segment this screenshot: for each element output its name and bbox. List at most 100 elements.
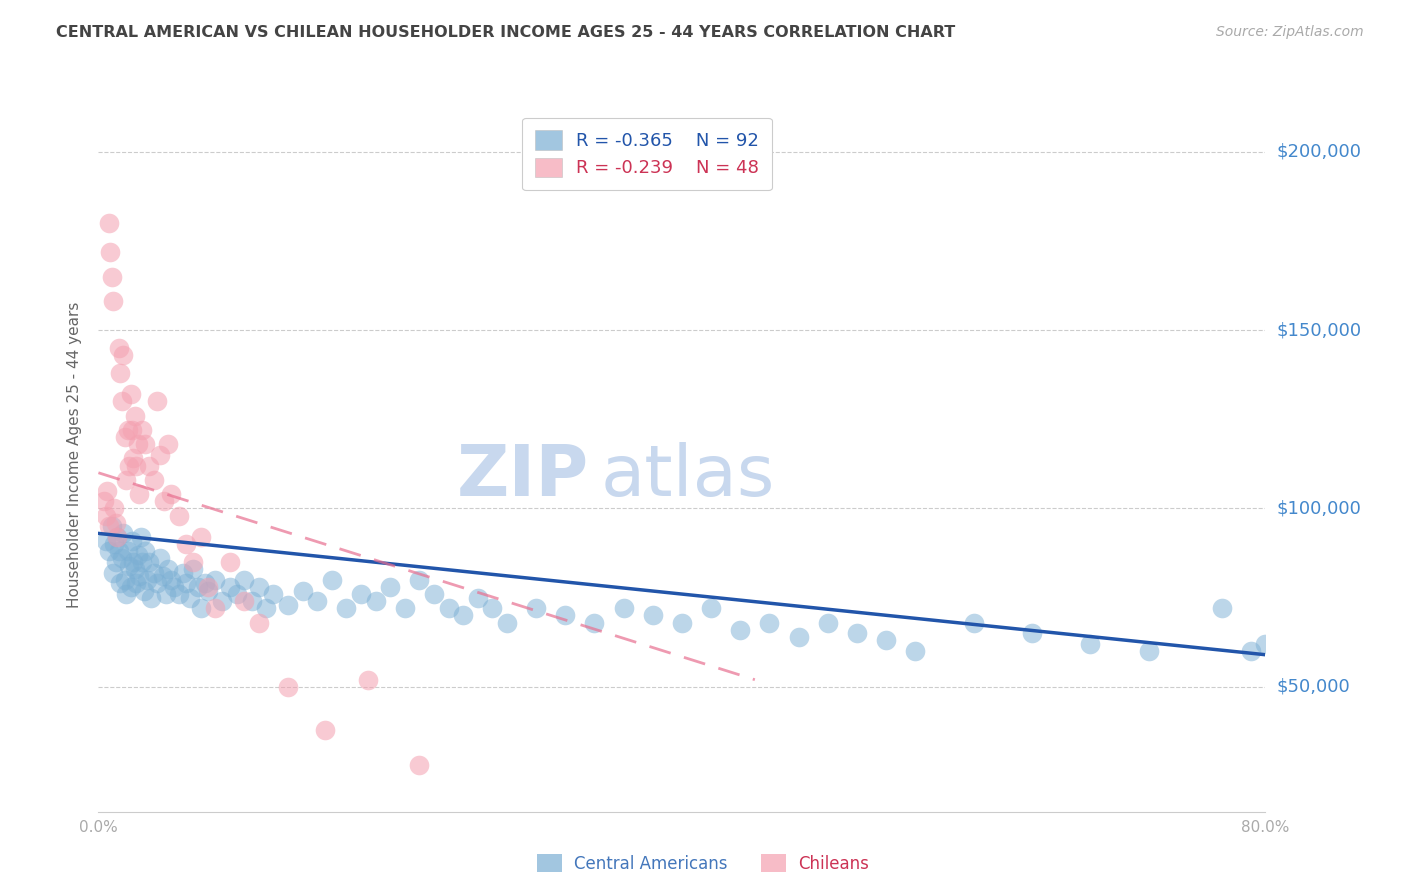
Point [451,608,474,623]
Point [481,601,503,615]
Point [115,473,138,487]
Point [122,451,145,466]
Point [641,608,664,623]
Point [111,551,134,566]
Legend: R = -0.365    N = 92, R = -0.239    N = 48: R = -0.365 N = 92, R = -0.239 N = 48 [522,118,772,190]
Point [96,483,118,498]
Point [100,519,122,533]
Point [1240,644,1263,658]
Point [138,458,160,473]
Point [155,587,177,601]
Point [104,516,127,530]
Point [117,544,139,558]
Point [700,601,723,615]
Text: $150,000: $150,000 [1277,321,1361,339]
Point [467,591,489,605]
Point [160,487,183,501]
Point [423,587,446,601]
Point [1021,626,1043,640]
Point [124,562,146,576]
Point [135,573,157,587]
Point [904,644,927,658]
Point [612,601,634,615]
Point [125,576,148,591]
Point [277,680,299,694]
Point [117,423,139,437]
Point [787,630,810,644]
Point [127,437,149,451]
Point [152,569,174,583]
Point [149,551,172,566]
Point [583,615,606,630]
Point [94,508,117,523]
Text: CENTRAL AMERICAN VS CHILEAN HOUSEHOLDER INCOME AGES 25 - 44 YEARS CORRELATION CH: CENTRAL AMERICAN VS CHILEAN HOUSEHOLDER … [56,25,956,40]
Point [110,576,132,591]
Point [394,601,416,615]
Point [335,601,357,615]
Point [204,601,226,615]
Point [240,594,263,608]
Point [121,533,143,548]
Point [157,437,180,451]
Point [254,601,277,615]
Point [758,615,780,630]
Point [120,580,142,594]
Point [233,573,256,587]
Point [875,633,897,648]
Point [128,487,150,501]
Point [314,723,336,737]
Point [112,526,135,541]
Point [94,533,117,548]
Point [357,673,380,687]
Point [211,594,233,608]
Text: atlas: atlas [600,442,775,511]
Point [408,573,430,587]
Point [190,601,212,615]
Point [291,583,314,598]
Point [125,458,148,473]
Point [187,580,209,594]
Point [408,758,430,772]
Point [671,615,693,630]
Point [121,423,143,437]
Point [174,537,197,551]
Point [380,580,402,594]
Point [146,394,169,409]
Legend: Central Americans, Chileans: Central Americans, Chileans [531,847,875,880]
Point [139,591,162,605]
Point [179,591,201,605]
Point [124,409,146,423]
Point [172,566,194,580]
Point [962,615,984,630]
Point [93,494,115,508]
Point [163,580,186,594]
Point [218,580,240,594]
Point [105,530,128,544]
Point [846,626,869,640]
Point [149,448,172,462]
Point [97,216,120,230]
Point [350,587,373,601]
Point [104,555,127,569]
Point [101,294,124,309]
Point [1137,644,1160,658]
Point [122,555,145,569]
Point [142,473,165,487]
Point [181,562,204,576]
Point [197,583,219,598]
Point [167,508,190,523]
Point [97,544,120,558]
Point [146,576,169,591]
Point [114,430,136,444]
Point [524,601,547,615]
Point [167,587,190,601]
Text: $50,000: $50,000 [1277,678,1350,696]
Point [554,608,576,623]
Point [118,558,141,573]
Y-axis label: Householder Income Ages 25 - 44 years: Householder Income Ages 25 - 44 years [67,301,83,608]
Point [105,530,128,544]
Point [194,576,217,591]
Point [103,537,125,551]
Point [100,269,122,284]
Text: $200,000: $200,000 [1277,143,1361,161]
